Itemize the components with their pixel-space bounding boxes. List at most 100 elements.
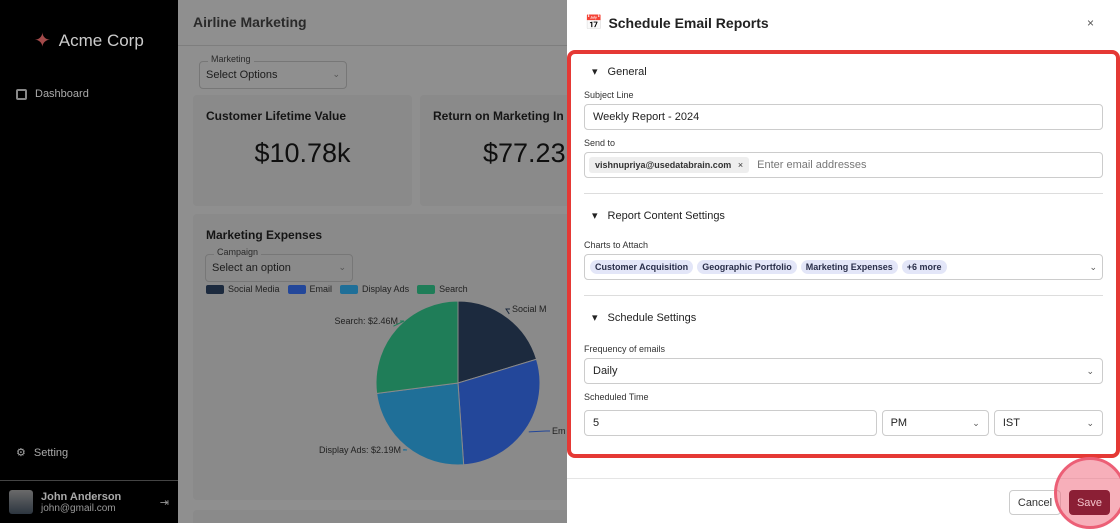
legend-item[interactable]: Display Ads bbox=[340, 284, 410, 295]
caret-down-icon: ▾ bbox=[592, 312, 598, 324]
email-placeholder: Enter email addresses bbox=[757, 159, 867, 171]
card-title: Marketing Expenses bbox=[206, 228, 323, 242]
filter-label: Campaign bbox=[214, 247, 262, 257]
sidebar-item-label: Setting bbox=[33, 446, 69, 459]
brand-logo: ✦ Acme Corp bbox=[34, 28, 144, 53]
frequency-select[interactable]: Daily ⌄ bbox=[584, 358, 1103, 384]
label-leader-line bbox=[403, 448, 408, 451]
brand-name: Acme Corp bbox=[58, 30, 144, 50]
modal-footer bbox=[567, 478, 1120, 523]
legend-swatch bbox=[287, 285, 306, 295]
kpi-card: Customer Lifetime Value $10.78k bbox=[193, 95, 412, 206]
save-button[interactable]: Save bbox=[1069, 490, 1110, 515]
charts-select[interactable]: Customer Acquisition Geographic Portfolio… bbox=[584, 254, 1103, 280]
user-name: John Anderson bbox=[41, 490, 122, 503]
modal-title-text: Schedule Email Reports bbox=[608, 14, 769, 31]
sidebar-item-setting[interactable]: ⚙ Setting bbox=[16, 446, 69, 460]
recipient-chip: vishnupriya@usedatabrain.com × bbox=[589, 157, 750, 173]
data-label: Em bbox=[552, 426, 566, 436]
schedule-email-modal: 📅 Schedule Email Reports × ▾ General Subje… bbox=[567, 0, 1120, 529]
filter-value: Select Options bbox=[206, 69, 278, 81]
kpi-value: $10.78k bbox=[254, 138, 351, 168]
sidebar-item-label: Dashboard bbox=[35, 88, 89, 100]
gear-icon: ⚙ bbox=[16, 447, 26, 459]
star-logo-icon: ✦ bbox=[34, 30, 51, 52]
more-tag: +6 more bbox=[901, 260, 947, 274]
section-title: Report Content Settings bbox=[607, 209, 725, 222]
pie-slice-email[interactable] bbox=[457, 358, 541, 466]
filter-value: Select an option bbox=[212, 262, 291, 274]
dashboard-icon bbox=[16, 88, 27, 100]
chart-tag: Geographic Portfolio bbox=[697, 260, 797, 274]
section-report-content[interactable]: ▾ Report Content Settings bbox=[592, 209, 1103, 223]
kpi-value: $77.23 bbox=[483, 138, 566, 168]
dashboard-main: Airline Marketing Marketing Select Option… bbox=[178, 0, 567, 523]
user-email: john@gmail.com bbox=[41, 502, 116, 514]
campaign-filter[interactable]: Campaign Select an option ⌄ bbox=[205, 247, 353, 282]
logout-icon[interactable]: ⇥ bbox=[159, 496, 169, 509]
close-button[interactable]: × bbox=[1086, 16, 1094, 30]
pie-slice-display-ads[interactable] bbox=[376, 382, 465, 466]
chart-legend: Social Media Email Display Ads Search bbox=[206, 284, 468, 295]
caret-down-icon: ▾ bbox=[592, 210, 598, 222]
legend-label: Social Media bbox=[228, 284, 280, 294]
kpi-title: Return on Marketing In bbox=[433, 109, 564, 123]
legend-item[interactable]: Search bbox=[417, 284, 468, 295]
data-label: Social M bbox=[512, 304, 547, 314]
legend-label: Email bbox=[309, 284, 333, 294]
frequency-value: Daily bbox=[593, 365, 618, 377]
chevron-down-icon: ⌄ bbox=[338, 262, 346, 272]
chart-tag: Marketing Expenses bbox=[800, 260, 898, 274]
marketing-filter[interactable]: Marketing Select Options ⌄ bbox=[199, 54, 347, 89]
caret-down-icon: ▾ bbox=[592, 66, 598, 78]
chevron-down-icon: ⌄ bbox=[1086, 417, 1095, 428]
legend-swatch bbox=[417, 285, 436, 295]
ampm-select[interactable]: PM ⌄ bbox=[881, 410, 989, 436]
legend-item[interactable]: Social Media bbox=[206, 284, 280, 295]
user-profile: John Anderson john@gmail.com ⇥ bbox=[0, 480, 178, 523]
label-leader-line bbox=[505, 308, 510, 315]
chevron-down-icon: ⌄ bbox=[332, 69, 340, 79]
sendto-input[interactable]: vishnupriya@usedatabrain.com × Enter emai… bbox=[584, 152, 1103, 178]
timezone-value: IST bbox=[1002, 417, 1020, 429]
legend-item[interactable]: Email bbox=[287, 284, 333, 295]
ampm-value: PM bbox=[890, 417, 908, 429]
section-schedule[interactable]: ▾ Schedule Settings bbox=[592, 311, 1103, 325]
charts-label: Charts to Attach bbox=[584, 240, 649, 250]
page-title: Airline Marketing bbox=[178, 0, 567, 46]
kpi-card: Return on Marketing In $77.23 bbox=[420, 95, 567, 206]
subject-input[interactable]: Weekly Report - 2024 bbox=[584, 104, 1103, 130]
kpi-title: Customer Lifetime Value bbox=[206, 109, 347, 123]
section-title: Schedule Settings bbox=[607, 311, 697, 324]
modal-title: 📅 Schedule Email Reports bbox=[585, 14, 769, 31]
pie-chart: Social M Em Display Ads: $2.19M Search: $2.… bbox=[319, 300, 566, 466]
modal-form: ▾ General Subject Line Weekly Report - 20… bbox=[567, 50, 1120, 458]
label-leader-line bbox=[528, 430, 550, 433]
sendto-label: Send to bbox=[584, 138, 616, 148]
chevron-down-icon: ⌄ bbox=[1089, 261, 1097, 272]
section-title: General bbox=[607, 65, 647, 78]
section-general[interactable]: ▾ General bbox=[592, 65, 1103, 79]
sidebar: ✦ Acme Corp Dashboard ⚙ Setting John Ander… bbox=[0, 0, 178, 523]
label-leader-line bbox=[393, 320, 405, 327]
subject-label: Subject Line bbox=[584, 90, 634, 100]
legend-swatch bbox=[340, 285, 359, 295]
frequency-label: Frequency of emails bbox=[584, 344, 666, 354]
next-card bbox=[193, 510, 567, 523]
chart-tag: Customer Acquisition bbox=[590, 260, 694, 274]
pie-slice-social-media[interactable] bbox=[457, 300, 538, 384]
avatar bbox=[9, 490, 33, 514]
chevron-down-icon: ⌄ bbox=[972, 417, 980, 428]
chevron-down-icon: ⌄ bbox=[1086, 365, 1094, 376]
data-label: Display Ads: $2.19M bbox=[319, 445, 401, 455]
remove-icon[interactable]: × bbox=[737, 160, 744, 170]
recipient-email: vishnupriya@usedatabrain.com bbox=[595, 160, 732, 170]
timezone-select[interactable]: IST ⌄ bbox=[993, 410, 1104, 436]
legend-label: Display Ads bbox=[362, 284, 410, 294]
hour-input[interactable]: 5 bbox=[584, 410, 877, 436]
sidebar-item-dashboard[interactable]: Dashboard bbox=[16, 88, 89, 100]
calendar-icon: 📅 bbox=[585, 14, 603, 30]
legend-swatch bbox=[206, 285, 224, 295]
pie-slice-search[interactable] bbox=[375, 300, 459, 395]
legend-label: Search bbox=[439, 284, 468, 294]
